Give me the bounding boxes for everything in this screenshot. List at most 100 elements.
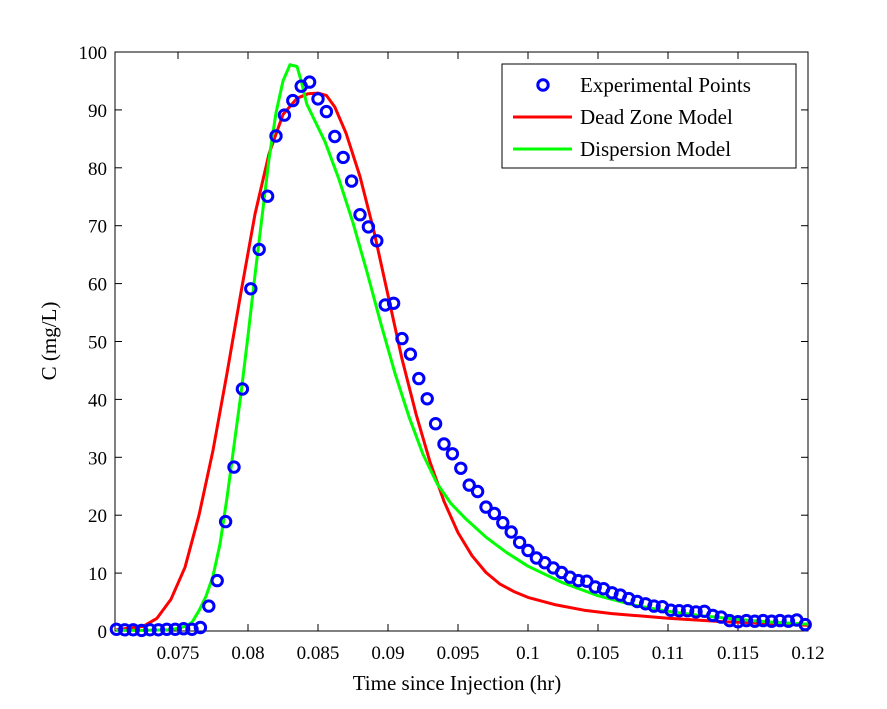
data-point xyxy=(571,573,586,588)
data-point xyxy=(647,599,661,613)
x-tick-label: 0.11 xyxy=(652,643,685,664)
y-axis: 0 10 20 30 40 50 60 70 80 90 100 xyxy=(79,43,808,643)
data-point xyxy=(235,382,250,396)
data-point xyxy=(403,347,418,361)
x-axis: 0.075 0.08 0.085 0.09 0.095 0.1 0.105 0.11 0.115… xyxy=(157,52,825,664)
y-tick-label: 80 xyxy=(88,159,107,180)
data-point xyxy=(764,614,779,628)
y-tick-label: 10 xyxy=(88,564,107,585)
data-point xyxy=(176,622,191,636)
data-point xyxy=(428,417,443,431)
y-tick-label: 60 xyxy=(88,275,107,296)
data-point xyxy=(361,220,376,234)
x-tick-label: 0.075 xyxy=(157,643,200,664)
y-tick-label: 50 xyxy=(88,333,107,354)
data-point xyxy=(210,573,224,588)
x-tick-label: 0.085 xyxy=(297,643,340,664)
legend-marker-experimental xyxy=(536,78,550,92)
data-point xyxy=(193,620,208,635)
x-tick-label: 0.1 xyxy=(516,643,540,664)
data-point xyxy=(504,525,518,539)
data-point xyxy=(680,604,695,618)
data-point xyxy=(286,93,300,108)
data-point xyxy=(160,622,174,636)
data-point xyxy=(781,614,796,628)
data-point xyxy=(412,371,426,386)
x-tick-label: 0.12 xyxy=(791,643,824,664)
data-point xyxy=(748,614,762,628)
data-point xyxy=(168,622,182,636)
data-point xyxy=(370,234,384,248)
data-point xyxy=(109,622,124,636)
data-point xyxy=(260,189,275,203)
y-axis-label: C (mg/L) xyxy=(37,302,61,381)
legend-label-dispersion: Dispersion Model xyxy=(580,137,731,161)
x-axis-label: Time since Injection (hr) xyxy=(353,671,562,695)
y-tick-label: 20 xyxy=(88,506,107,527)
x-tick-label: 0.08 xyxy=(231,643,264,664)
legend: Experimental Points Dead Zone Model Disp… xyxy=(501,63,797,169)
data-point xyxy=(773,613,787,628)
legend-label-experimental: Experimental Points xyxy=(580,73,751,97)
data-point xyxy=(445,447,460,461)
data-point xyxy=(798,617,812,632)
data-point xyxy=(588,580,602,594)
data-point xyxy=(437,437,451,451)
y-tick-label: 0 xyxy=(98,622,108,643)
x-tick-label: 0.105 xyxy=(577,643,620,664)
data-point xyxy=(487,506,502,521)
data-point xyxy=(756,613,770,628)
data-point xyxy=(470,484,485,499)
data-point xyxy=(143,623,157,637)
data-point xyxy=(328,129,342,144)
y-tick-label: 40 xyxy=(88,390,107,411)
data-point xyxy=(126,623,140,637)
data-point xyxy=(739,613,754,628)
data-point xyxy=(118,623,132,637)
data-point xyxy=(689,605,703,619)
series-layer xyxy=(109,63,812,638)
data-point xyxy=(664,603,678,617)
data-point xyxy=(512,535,527,550)
data-point xyxy=(244,282,258,296)
data-point xyxy=(277,108,292,122)
data-point xyxy=(202,599,216,613)
data-point xyxy=(462,478,476,492)
data-point xyxy=(731,615,745,629)
data-point xyxy=(378,298,392,312)
data-point xyxy=(672,604,686,618)
data-point xyxy=(336,150,350,165)
y-tick-label: 70 xyxy=(88,217,107,238)
data-point xyxy=(386,296,401,310)
series-line-dead-zone-model xyxy=(116,91,809,632)
data-point xyxy=(496,516,510,530)
data-point xyxy=(454,461,468,475)
series-markers-experimental-points xyxy=(109,75,812,638)
x-tick-label: 0.115 xyxy=(717,643,759,664)
data-point xyxy=(395,331,409,346)
data-point xyxy=(420,392,434,406)
data-point xyxy=(227,460,241,474)
y-tick-label: 90 xyxy=(88,101,107,122)
data-point xyxy=(319,104,334,119)
data-point xyxy=(218,514,233,529)
data-point xyxy=(302,75,317,89)
data-point xyxy=(252,242,266,257)
data-point xyxy=(311,92,325,106)
data-point xyxy=(344,174,359,188)
x-tick-label: 0.09 xyxy=(371,643,404,664)
data-point xyxy=(479,500,493,514)
data-point xyxy=(134,623,149,638)
data-point xyxy=(521,543,535,558)
series-line-dispersion-model xyxy=(116,63,809,632)
legend-label-dead-zone: Dead Zone Model xyxy=(580,105,733,129)
x-tick-label: 0.095 xyxy=(437,643,480,664)
y-tick-label: 100 xyxy=(79,43,108,64)
data-point xyxy=(185,622,199,636)
data-point xyxy=(722,613,737,628)
data-point xyxy=(706,608,720,623)
data-point xyxy=(353,208,367,222)
y-tick-label: 30 xyxy=(88,448,107,469)
data-point xyxy=(151,623,166,637)
